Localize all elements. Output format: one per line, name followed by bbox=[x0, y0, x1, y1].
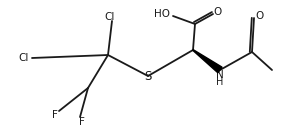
Text: Cl: Cl bbox=[105, 12, 115, 22]
Polygon shape bbox=[193, 50, 222, 73]
Text: N: N bbox=[216, 70, 224, 80]
Text: F: F bbox=[79, 117, 85, 127]
Text: HO: HO bbox=[154, 9, 170, 19]
Text: H: H bbox=[216, 77, 224, 87]
Text: O: O bbox=[256, 11, 264, 21]
Text: O: O bbox=[214, 7, 222, 17]
Text: F: F bbox=[52, 110, 58, 120]
Text: Cl: Cl bbox=[19, 53, 29, 63]
Text: S: S bbox=[144, 70, 152, 83]
